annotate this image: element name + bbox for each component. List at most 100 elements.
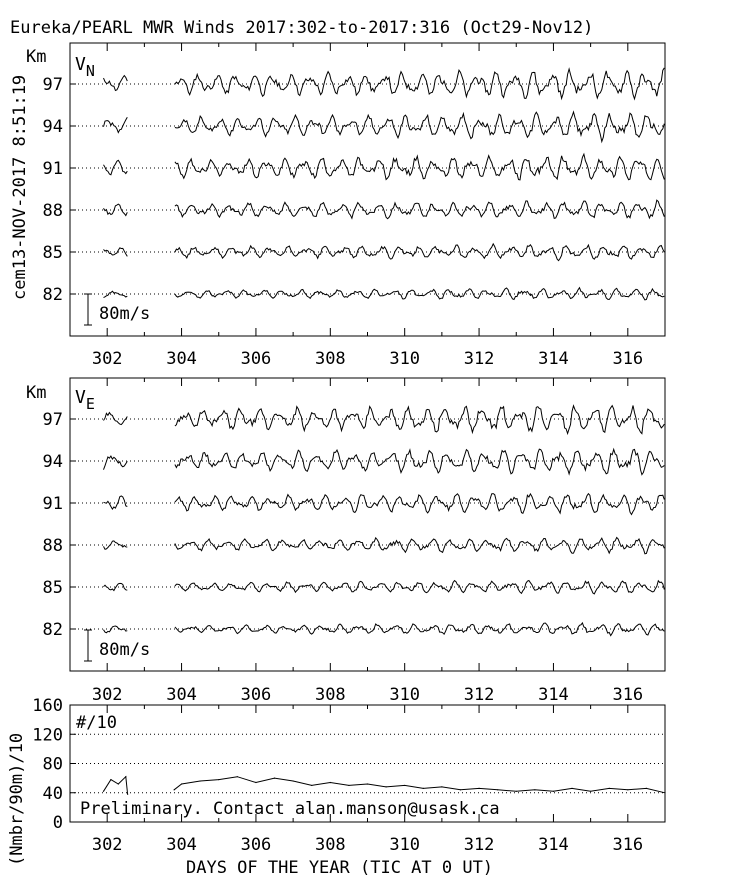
ve-series-82-a [103,625,128,634]
panel-vn-label: VN [75,54,95,80]
count-point [404,784,406,787]
vn-x-tick-label: 308 [315,349,346,369]
count-point [218,778,220,781]
count-point [348,784,350,787]
vn-series-97-a [103,74,128,92]
ve-series-88-a [103,540,128,550]
ve-series-97-b [174,404,665,436]
count-x-tick-label: 308 [315,835,346,855]
count-point [127,793,129,795]
ve-y-tick-label: 85 [43,578,63,598]
count-point [497,789,499,791]
ve-series-97-a [103,411,128,426]
count-x-tick-label: 310 [389,835,420,855]
count-point [608,787,610,789]
ve-series-85-a [103,582,128,592]
vn-y-tick-label: 82 [43,285,63,305]
panel-vn-frame [69,42,666,337]
count-point [125,776,127,778]
count-point [173,789,175,791]
count-point [329,781,331,784]
ve-y-tick-label: 91 [43,494,63,514]
count-point [571,787,573,789]
count-x-tick-label: 314 [538,835,569,855]
vn-y-tick-label: 94 [43,117,63,137]
vn-scale-bar: 80m/s [84,293,150,326]
count-point [273,777,276,779]
count-y-tick-label: 80 [43,755,63,775]
ve-scale-label: 80m/s [99,640,150,660]
vn-series-88-a [103,203,128,217]
count-point [478,787,480,789]
vn-series-91-b [174,152,665,181]
ve-series-88-b [174,536,665,555]
count-x-tick-label: 312 [464,835,495,855]
count-x-tick-label: 302 [92,835,123,855]
count-y-tick-label: 0 [53,813,63,833]
ve-unit-label: Km [26,383,46,403]
count-y-tick-label: 120 [32,725,63,745]
count-point [236,776,238,778]
count-x-tick-label: 306 [241,835,272,855]
vn-series-85-a [103,247,128,257]
figure-title: Eureka/PEARL MWR Winds 2017:302-to-2017:… [10,18,593,38]
count-note: Preliminary. Contact alan.manson@usask.c… [80,799,500,819]
ve-y-tick-label: 88 [43,536,63,556]
side-label: cem13-NOV-2017 8:51:19 [10,75,30,300]
ve-series-85-b [174,579,665,595]
x-axis-label: DAYS OF THE YEAR (TIC AT 0 UT) [186,858,493,877]
vn-y-tick-label: 88 [43,201,63,221]
count-point [110,778,112,781]
vn-x-tick-label: 306 [241,349,272,369]
vn-x-tick-label: 316 [612,349,643,369]
count-point [515,790,517,792]
count-point [366,783,369,785]
count-point [255,781,257,784]
ve-series-94-a [103,455,128,470]
vn-series-82-a [103,290,128,299]
count-point [627,789,629,791]
vn-series-94-a [103,116,128,134]
count-point [590,790,592,792]
count-y-tick-label: 40 [43,784,63,804]
count-y-axis-label: (Nmbr/90m)/10 [7,733,27,866]
count-series-a [103,775,129,795]
ve-x-tick-label: 304 [166,685,197,705]
vn-x-tick-label: 304 [166,349,197,369]
ve-y-tick-label: 94 [43,452,63,472]
vn-scale-label: 80m/s [99,304,150,324]
ve-x-tick-label: 316 [612,685,643,705]
ve-x-tick-label: 308 [315,685,346,705]
count-point [459,789,462,791]
vn-series-85-b [174,242,665,262]
count-point [385,786,387,788]
vn-y-tick-label: 97 [43,75,63,95]
count-series-b [173,776,666,794]
vn-series-88-b [174,199,665,220]
count-point [117,783,119,785]
ve-x-tick-label: 312 [464,685,495,705]
ve-x-tick-label: 310 [389,685,420,705]
ve-series-94-b [174,447,665,476]
ve-scale-bar: 80m/s [84,629,150,662]
count-point [422,787,424,789]
vn-y-tick-label: 85 [43,243,63,263]
count-x-tick-label: 316 [612,835,643,855]
count-point [311,784,313,787]
ve-series-91-a [103,495,128,511]
vn-x-tick-label: 310 [389,349,420,369]
count-point [292,780,294,782]
count-point [180,783,183,785]
vn-series-91-a [103,159,128,176]
count-point [664,792,666,794]
vn-unit-label: Km [26,47,46,67]
count-point [102,790,105,792]
vn-x-tick-label: 312 [464,349,495,369]
ve-x-tick-label: 302 [92,685,123,705]
panel-ve-frame [69,377,666,672]
count-point [552,790,555,792]
vn-x-tick-label: 302 [92,349,123,369]
ve-x-tick-label: 306 [241,685,272,705]
vn-series-94-b [174,110,665,144]
count-x-tick-label: 304 [166,835,197,855]
